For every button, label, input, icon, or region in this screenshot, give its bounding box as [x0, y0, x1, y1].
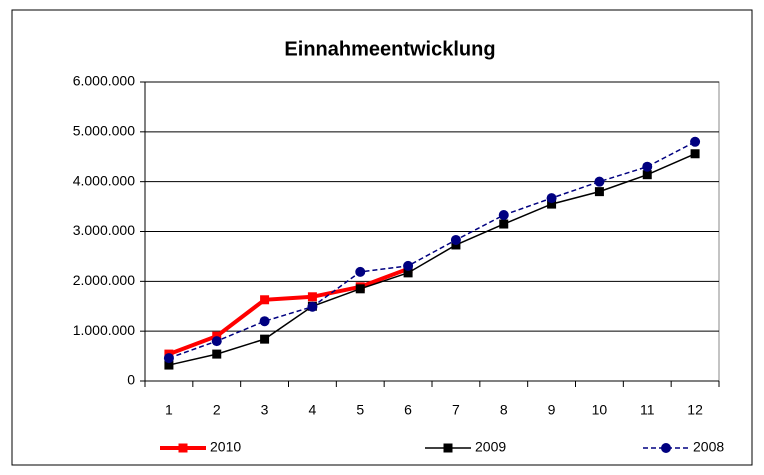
legend-marker [661, 443, 671, 453]
marker [642, 170, 652, 180]
x-tick-label: 9 [548, 402, 556, 418]
y-tick-label: 0 [127, 372, 135, 388]
marker [260, 295, 270, 305]
marker [259, 316, 270, 327]
x-tick-label: 6 [404, 402, 412, 418]
x-tick-label: 8 [500, 402, 508, 418]
y-tick-label: 1.000.000 [73, 322, 135, 338]
marker [403, 260, 414, 271]
series-line [168, 267, 409, 356]
marker [546, 193, 557, 204]
legend-label: 2010 [210, 439, 241, 455]
x-tick-label: 12 [687, 402, 703, 418]
marker [499, 219, 509, 229]
legend-label: 2009 [475, 439, 506, 455]
x-tick-label: 3 [261, 402, 269, 418]
x-tick-label: 10 [592, 402, 608, 418]
legend-marker [178, 443, 188, 453]
marker [355, 266, 366, 277]
legend-marker [443, 443, 453, 453]
marker [547, 199, 557, 209]
x-tick-label: 1 [165, 402, 173, 418]
marker [307, 292, 317, 302]
y-tick-label: 5.000.000 [73, 123, 135, 139]
marker [355, 284, 365, 294]
marker [690, 149, 700, 159]
chart-title: Einnahmeentwicklung [284, 38, 495, 60]
x-tick-label: 5 [356, 402, 364, 418]
marker [163, 353, 174, 364]
marker [164, 360, 174, 370]
y-tick-label: 2.000.000 [73, 272, 135, 288]
y-tick-label: 4.000.000 [73, 172, 135, 188]
marker [594, 176, 605, 187]
x-tick-label: 4 [309, 402, 317, 418]
marker [211, 336, 222, 347]
marker [450, 234, 461, 245]
y-tick-label: 3.000.000 [73, 222, 135, 238]
marker [498, 210, 509, 221]
marker [642, 161, 653, 172]
x-tick-label: 2 [213, 402, 221, 418]
x-tick-label: 11 [640, 402, 655, 418]
x-tick-label: 7 [452, 402, 460, 418]
marker [403, 268, 413, 278]
legend-label: 2008 [693, 439, 724, 455]
marker [260, 334, 270, 344]
marker [690, 136, 701, 147]
series-line [168, 153, 696, 366]
marker [307, 301, 318, 312]
marker [212, 349, 222, 359]
y-tick-label: 6.000.000 [73, 73, 135, 89]
marker [594, 187, 604, 197]
